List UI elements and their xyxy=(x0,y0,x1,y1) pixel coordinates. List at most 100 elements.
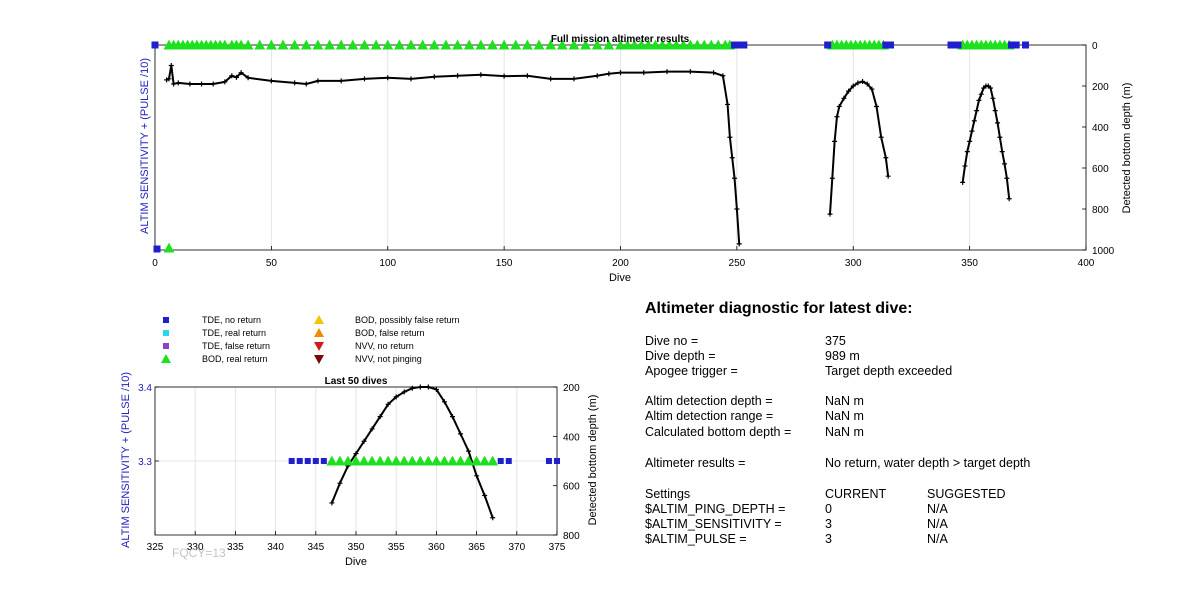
last50-x-tick-label: 370 xyxy=(508,542,525,553)
last50-bod-real-return-marker xyxy=(326,455,338,466)
last50-left-tick-label: 3.4 xyxy=(138,383,152,394)
square-cyan-icon xyxy=(163,330,169,336)
settings-header-current: CURRENT xyxy=(825,487,887,501)
main-bod-real-return-marker xyxy=(670,39,682,50)
main-bod-real-return-marker xyxy=(698,39,710,50)
main-depth-point xyxy=(524,73,530,79)
main-bod-real-return-marker xyxy=(405,39,417,50)
main-depth-point xyxy=(960,179,966,185)
main-bod-real-return-marker xyxy=(277,39,289,50)
last50-bod-real-return-marker xyxy=(406,455,418,466)
main-bod-real-return-marker xyxy=(312,39,324,50)
main-bod-real-return-marker xyxy=(545,39,557,50)
main-bod-real-return-marker xyxy=(663,39,675,50)
main-depth-point xyxy=(292,80,298,86)
last50-tde-no-return-marker xyxy=(505,458,512,464)
last50-plot-frame xyxy=(154,386,558,536)
main-bod-real-return-marker xyxy=(636,39,647,50)
main-depth-point xyxy=(971,118,977,124)
main-bod-real-return-marker xyxy=(568,39,580,50)
main-bod-real-return-marker xyxy=(289,39,301,50)
main-bod-real-return-marker xyxy=(712,39,724,50)
main-bod-real-return-marker xyxy=(705,39,717,50)
last50-ticks: 325 330 335 340 345 350 355 360 365 370 3752004006… xyxy=(138,383,580,553)
main-depth-point xyxy=(245,75,251,81)
settings-header-suggested: SUGGESTED xyxy=(927,487,1006,501)
main-bod-real-return-marker xyxy=(254,39,266,50)
settings-suggested: N/A xyxy=(927,502,948,516)
main-depth-point xyxy=(268,78,274,84)
main-x-axis-label: Dive xyxy=(609,272,631,284)
last50-bod-real-return-marker xyxy=(334,455,346,466)
main-depth-point xyxy=(175,80,181,86)
main-bod-real-return-marker xyxy=(615,39,626,50)
triangle-orange-icon xyxy=(314,328,324,337)
legend-label: TDE, no return xyxy=(202,315,262,325)
diagnostic-label: Apogee trigger = xyxy=(645,364,738,378)
main-depth-point xyxy=(164,77,170,83)
diagnostic-row-dive-no: Dive no = 375 xyxy=(645,334,1185,350)
legend-label: TDE, false return xyxy=(202,341,271,351)
main-depth-point xyxy=(990,95,996,101)
main-depth-point xyxy=(827,211,833,217)
main-depth-point xyxy=(594,73,600,79)
main-bod-real-return-marker xyxy=(428,39,440,50)
last50-depth-point xyxy=(361,438,367,444)
main-depth-point xyxy=(1002,161,1008,167)
last50-x-tick-label: 345 xyxy=(307,542,324,553)
last50-bod-real-return-marker xyxy=(455,455,466,466)
diagnostic-label: Dive depth = xyxy=(645,349,716,363)
last50-depth-point xyxy=(441,399,447,405)
main-bod-real-return-marker xyxy=(522,39,533,50)
last50-depth-line xyxy=(330,386,494,519)
main-depth-point xyxy=(222,79,228,85)
main-depth-point xyxy=(967,138,973,144)
main-depth-point xyxy=(725,101,731,107)
last50-x-tick-label: 340 xyxy=(267,542,284,553)
main-tde-no-return-marker xyxy=(947,41,955,49)
main-depth-point xyxy=(618,70,623,76)
main-depth-point xyxy=(199,81,205,87)
main-depth-point xyxy=(841,95,847,101)
main-bod-real-return-marker xyxy=(656,39,668,50)
last50-y-tick-label: 600 xyxy=(563,482,580,493)
last50-x-tick-label: 375 xyxy=(549,542,566,553)
main-bod-real-return-marker xyxy=(556,39,568,50)
last50-depth-point xyxy=(401,389,407,395)
legend-label: TDE, real return xyxy=(202,328,267,338)
triangle-down-darkred-icon xyxy=(314,355,324,364)
last50-depth-point xyxy=(385,401,391,407)
main-bod-real-return-marker xyxy=(510,39,522,50)
main-y-tick-label: 200 xyxy=(1092,82,1109,93)
diagnostic-value: 989 m xyxy=(825,349,860,363)
last50-bod-real-return-marker xyxy=(398,455,410,466)
fqcy-label: FQCY=13 xyxy=(172,546,226,560)
main-depth-point xyxy=(1004,175,1010,181)
last50-bod-real-return-marker xyxy=(479,455,491,466)
last50-x-tick-label: 365 xyxy=(468,542,485,553)
settings-header-label: Settings xyxy=(645,487,691,501)
main-depth-point xyxy=(869,86,875,92)
last50-depth-lines xyxy=(329,384,496,521)
diagnostic-value: NaN m xyxy=(825,394,864,408)
main-tde-no-return-marker xyxy=(731,41,739,49)
main-depth-point xyxy=(999,149,1005,155)
last50-bod-real-return-marker xyxy=(414,455,426,466)
main-x-tick-label: 50 xyxy=(266,258,278,269)
last50-depth-point xyxy=(345,463,351,469)
last50-left-axis-label: ALTIM SENSITIVITY + (PULSE /10) xyxy=(120,372,132,548)
main-depth-point xyxy=(885,173,891,179)
main-depth-point xyxy=(988,85,994,91)
main-tde-no-return-marker xyxy=(824,41,832,49)
last50-x-tick-label: 360 xyxy=(428,542,445,553)
main-depth-point xyxy=(834,114,840,120)
main-depth-point xyxy=(974,108,980,114)
last50-bod-real-return-marker xyxy=(366,455,378,466)
main-bod-real-return-marker xyxy=(382,39,394,50)
main-depth-point xyxy=(606,71,612,77)
last50-left-tick-label: 3.3 xyxy=(138,457,152,468)
last50-tde-no-return-marker xyxy=(320,458,327,464)
main-bod-real-return-marker xyxy=(498,39,510,50)
main-depth-point xyxy=(548,76,554,82)
diagnostic-label: Dive no = xyxy=(645,334,699,348)
